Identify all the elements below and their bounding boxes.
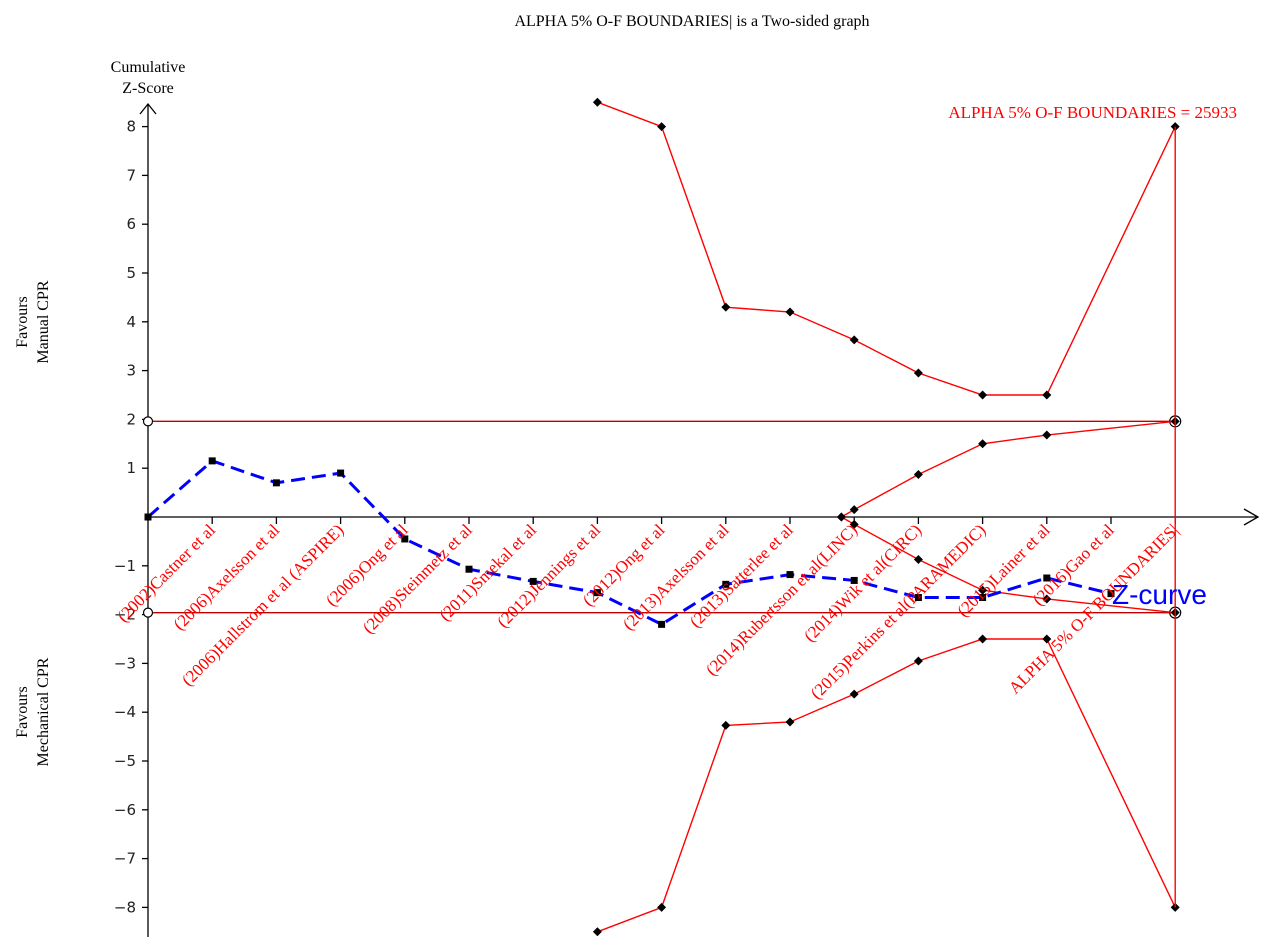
upper-monitoring-boundary-point [978, 390, 988, 400]
z-curve-point [144, 513, 152, 521]
conventional-start-marker [142, 607, 154, 618]
z-curve-point [722, 580, 730, 588]
z-curve-point [272, 479, 280, 487]
lower-monitoring-boundary-point [785, 717, 795, 727]
z-curve-point [529, 577, 537, 585]
y-tick-label: −5 [114, 752, 136, 770]
lower-futility-boundary-point [849, 519, 859, 529]
upper-futility-boundary-line [841, 420, 1176, 518]
x-category-label: (2008)Steinmetz et al [359, 520, 476, 637]
z-curve-point [658, 620, 666, 628]
lower-futility-boundary-point [836, 512, 846, 522]
y-tick-label: −8 [114, 898, 136, 916]
x-category-label: (2006)Axelsson et al [170, 520, 284, 634]
z-curve-point [401, 535, 409, 543]
lower-monitoring-boundary-line [597, 638, 1176, 933]
upper-monitoring-boundary-point [657, 122, 667, 132]
x-category-label: (2014)Wik et al(CIRC) [800, 520, 925, 645]
z-curve-point [208, 457, 216, 465]
lower-futility-boundary-point [978, 585, 988, 595]
y-tick-label: −6 [114, 801, 136, 819]
upper-monitoring-boundary-point [721, 302, 731, 312]
y-ticks: 8 7 6 5 4 3 2 1 −1 −2 −3 −4 −5 −6 −7 −8 [114, 118, 148, 916]
y-tick-label: −7 [114, 850, 136, 868]
y-tick-label: 8 [126, 118, 136, 136]
lower-monitoring-boundary-point [592, 927, 602, 937]
y-tick-label: −4 [114, 703, 136, 721]
upper-futility-boundary-point [978, 439, 988, 449]
y-tick-label: 4 [126, 313, 136, 331]
z-curve-point [914, 594, 922, 602]
y-tick-label: −3 [114, 654, 136, 672]
lower-futility-boundary-point [1042, 594, 1052, 604]
y-tick-label: 3 [126, 362, 136, 380]
monitoring-boundaries [592, 97, 1180, 937]
lower-monitoring-boundary-point [849, 689, 859, 699]
upper-monitoring-boundary-point [785, 307, 795, 317]
z-curve [144, 457, 1115, 628]
boundary-label: ALPHA 5% O-F BOUNDARIES = 25933 [948, 103, 1237, 122]
y-tick-label: −2 [114, 606, 136, 624]
y-tick-label: 2 [126, 410, 136, 428]
lower-monitoring-boundary-point [913, 656, 923, 666]
y-tick-label: 7 [126, 166, 136, 184]
lower-monitoring-boundary-point [657, 902, 667, 912]
z-curve-point [786, 571, 794, 579]
upper-monitoring-boundary-point [592, 97, 602, 107]
z-curve-line [147, 459, 1112, 627]
lower-monitoring-boundary-point [721, 720, 731, 730]
zcurve-label: Z-curve [1112, 579, 1207, 610]
z-curve-point [593, 589, 601, 597]
conventional-start-marker [142, 416, 154, 427]
upper-futility-boundary-point [913, 470, 923, 480]
chart-title: ALPHA 5% O-F BOUNDARIES| is a Two-sided … [514, 13, 869, 30]
z-curve-point [465, 565, 473, 573]
z-curve-point [337, 469, 345, 477]
z-curve-point [1043, 574, 1051, 582]
axes [139, 102, 1260, 937]
side-labels: Favours Manual CPR Favours Mechanical CP… [14, 280, 52, 766]
upper-monitoring-boundary-line [597, 101, 1176, 396]
upper-monitoring-boundary-point [1042, 390, 1052, 400]
y-axis-title-line2: Z-Score [122, 80, 174, 97]
lower-futility-boundary-point [913, 554, 923, 564]
y-tick-label: 1 [126, 459, 136, 477]
x-axis-arrow [1243, 508, 1260, 526]
upper-side-label-line2: Manual CPR [35, 280, 52, 363]
lower-side-label-line1: Favours [14, 686, 31, 738]
y-tick-label: −1 [114, 557, 136, 575]
y-tick-label: 6 [126, 215, 136, 233]
z-curve-point [850, 576, 858, 584]
y-axis-title-line1: Cumulative [111, 59, 186, 76]
z-curve-point [979, 594, 987, 602]
upper-futility-boundary-point [849, 505, 859, 515]
upper-monitoring-boundary-point [849, 335, 859, 345]
lower-side-label-line2: Mechanical CPR [35, 657, 52, 766]
upper-monitoring-boundary-point [913, 368, 923, 378]
x-category-labels: (2002)Castner et al(2006)Axelsson et al(… [113, 520, 1182, 703]
upper-side-label-line1: Favours [14, 296, 31, 348]
lower-monitoring-boundary-point [978, 634, 988, 644]
upper-futility-boundary-point [1042, 430, 1052, 440]
z-curve-point [1107, 590, 1115, 598]
lower-monitoring-boundary-point [1042, 634, 1052, 644]
y-axis-arrow [139, 102, 157, 115]
y-tick-label: 5 [126, 264, 136, 282]
